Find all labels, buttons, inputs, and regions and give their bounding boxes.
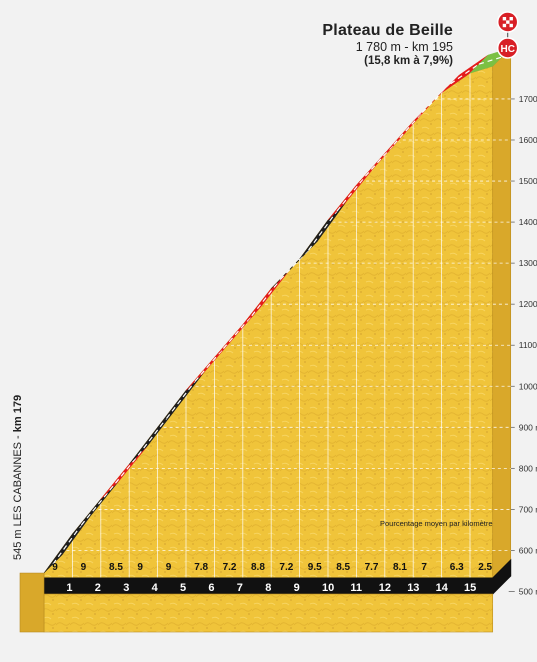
- finish-flag-check: [502, 23, 507, 28]
- gradient-percent-label: 8.5: [109, 562, 123, 573]
- y-axis-tick-label: 700 m: [519, 504, 537, 514]
- km-label: 3: [123, 582, 129, 594]
- band-centerline: [166, 381, 196, 419]
- band-centerline: [279, 249, 310, 281]
- y-axis-tick-label: 1400 m: [519, 217, 537, 227]
- gradient-percent-label: 7.2: [223, 562, 237, 573]
- y-axis-tick-label: 1600 m: [519, 135, 537, 145]
- gradient-percent-label: 7.2: [279, 562, 293, 573]
- km-label: 6: [208, 582, 214, 594]
- band-centerline: [364, 144, 395, 177]
- band-centerline: [137, 417, 168, 456]
- km-label: 9: [294, 582, 300, 594]
- gradient-percent-label: 8.1: [393, 562, 407, 573]
- gradient-percent-label: 8.5: [336, 562, 350, 573]
- start-label: 545 m LES CABANNES - km 179: [12, 394, 24, 560]
- gradient-percent-label: 7: [421, 562, 427, 573]
- band-centerline: [52, 524, 82, 565]
- km-label: 13: [407, 582, 419, 594]
- y-axis-tick-label: 1300 m: [519, 258, 537, 268]
- band-centerline: [421, 83, 452, 113]
- finish-flag-check: [502, 17, 507, 21]
- terrain-base: [43, 593, 494, 633]
- band-centerline: [308, 210, 338, 251]
- summit-title-block: Plateau de Beille 1 780 m - km 195 (15,8…: [322, 22, 453, 68]
- gradient-percent-label: 9.5: [308, 562, 322, 573]
- summit-altitude-km: 1 780 m - km 195: [355, 40, 453, 55]
- band-centerline: [478, 56, 502, 65]
- km-label: 14: [436, 582, 449, 594]
- gradient-percent-label: 6.3: [450, 562, 464, 573]
- band-centerline: [109, 454, 139, 491]
- km-label: 15: [464, 582, 476, 594]
- legend-note: Pourcentage moyen par kilomètre: [380, 519, 493, 528]
- gradient-percent-label: 7.8: [194, 562, 208, 573]
- y-axis-tick-label: 500 m: [519, 587, 537, 597]
- y-axis-tick-label: 1100 m: [519, 340, 537, 350]
- start-block: [19, 572, 45, 633]
- start-km: km 179: [12, 394, 24, 433]
- y-axis-tick-label: 600 m: [519, 545, 537, 555]
- km-label: 1: [66, 582, 72, 594]
- y-axis-tick-label: 1200 m: [519, 299, 537, 309]
- band-centerline: [222, 315, 253, 349]
- finish-flag-check: [509, 17, 513, 21]
- km-label: 2: [95, 582, 101, 594]
- km-label: 7: [237, 582, 243, 594]
- terrain-face: [43, 65, 494, 579]
- band-centerline: [251, 279, 281, 317]
- category-badge: [496, 37, 519, 59]
- finish-flag-check: [509, 23, 513, 28]
- start-altitude-place: 545 m LES CABANNES: [12, 442, 24, 560]
- band-centerline: [393, 112, 423, 145]
- category-badge-label: HC: [500, 44, 514, 55]
- finish-flag-check: [506, 20, 510, 24]
- summit-name: Plateau de Beille: [322, 22, 453, 39]
- gradient-percent-label: 2.5: [478, 562, 492, 573]
- y-axis-tick-label: 1500 m: [519, 176, 537, 186]
- y-axis-tick-label: 800 m: [519, 463, 537, 473]
- gradient-percent-label: 9: [166, 562, 172, 573]
- km-label: 4: [152, 582, 159, 594]
- km-label: 8: [265, 582, 271, 594]
- km-label: 12: [379, 582, 391, 594]
- band-centerline: [450, 63, 480, 85]
- band-centerline: [194, 348, 224, 382]
- band-centerline: [80, 489, 111, 526]
- y-axis-tick-label: 900 m: [519, 422, 537, 432]
- gradient-percent-label: 9: [137, 562, 143, 573]
- km-label: 5: [180, 582, 186, 594]
- gradient-percent-label: 9: [81, 562, 87, 573]
- y-axis-tick-label: 1000 m: [519, 381, 537, 391]
- band-centerline: [336, 175, 366, 212]
- km-label: 11: [350, 582, 362, 594]
- gradient-percent-label: 7.7: [365, 562, 379, 573]
- y-axis-tick-label: 1700 m: [519, 94, 537, 104]
- km-label: 10: [322, 582, 334, 594]
- gradient-percent-label: 8.8: [251, 562, 265, 573]
- gradient-percent-label: 9: [52, 562, 58, 573]
- summit-climb-detail: (15,8 km à 7,9%): [364, 54, 453, 67]
- terrain-side: [492, 47, 512, 579]
